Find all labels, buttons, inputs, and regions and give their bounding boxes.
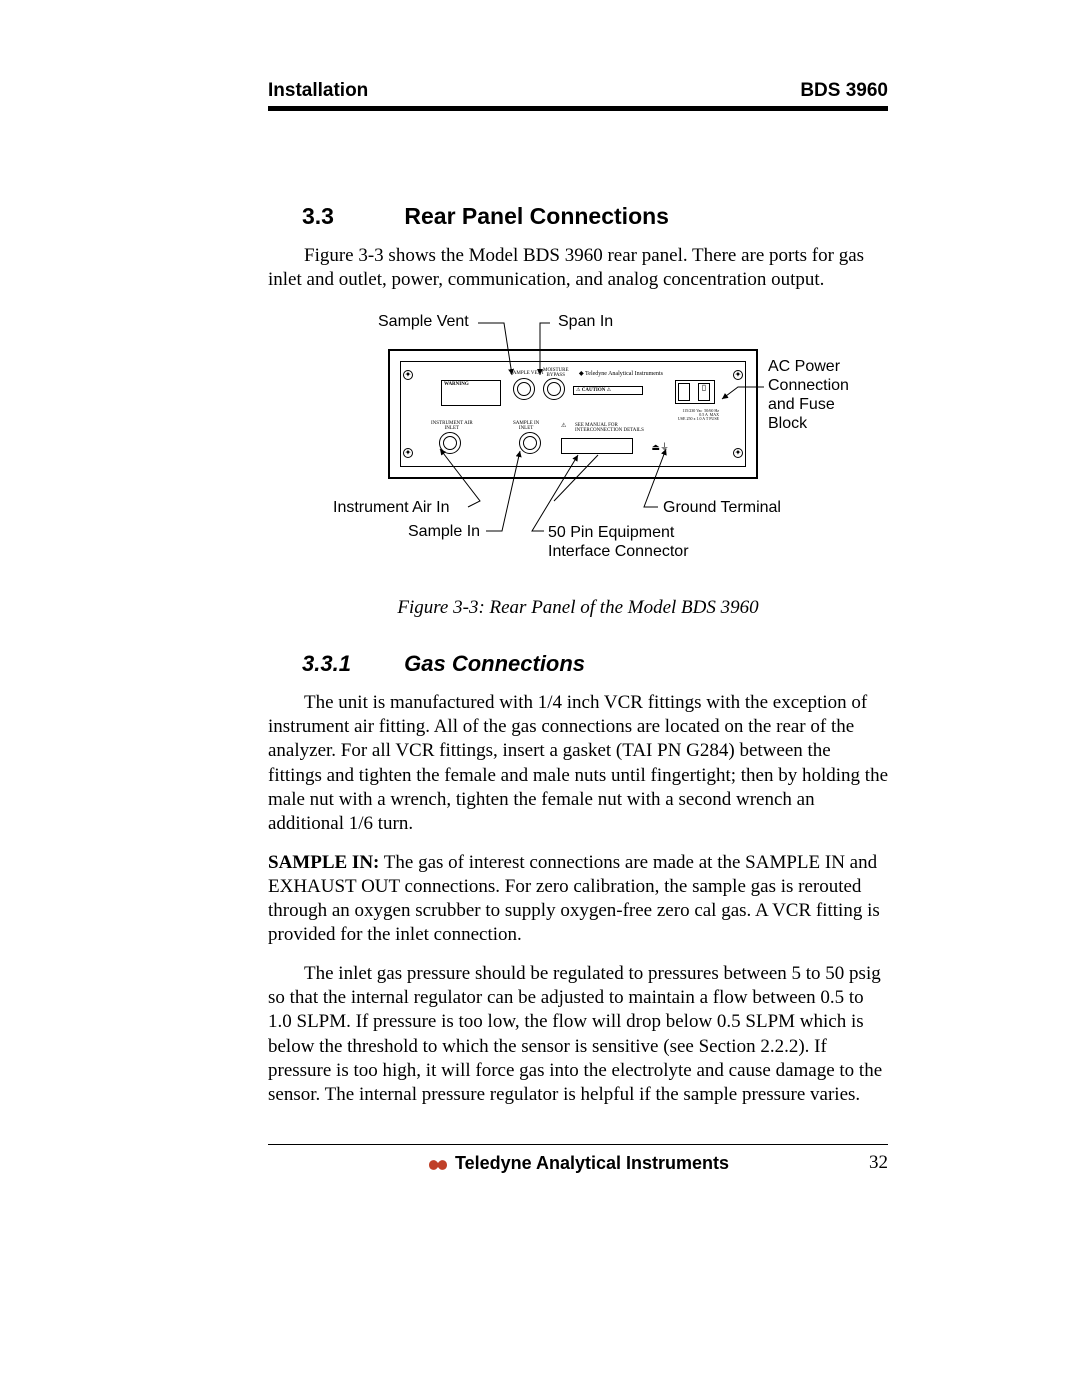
interface-connector [561, 438, 633, 454]
ground-icon: ⏏⏚ [649, 442, 671, 453]
label-sample-in: Sample In [408, 523, 480, 541]
brand-text: ◆ Teledyne Analytical Instruments [577, 370, 665, 378]
label-ground: Ground Terminal [663, 499, 781, 517]
logo-icon [427, 1157, 449, 1173]
subsection-number: 3.3.1 [302, 651, 398, 677]
gas-p1: The unit is manufactured with 1/4 inch V… [268, 691, 888, 837]
gas-p3: The inlet gas pressure should be regulat… [268, 962, 888, 1108]
section-title: Rear Panel Connections [404, 203, 669, 229]
sample-vent-port [513, 378, 535, 400]
sample-in-port [519, 432, 541, 454]
warning-text: WARNING [444, 382, 469, 387]
figure-3-3: Sample Vent Span In AC Power Connection … [268, 309, 888, 579]
running-header: Installation BDS 3960 [268, 80, 888, 104]
footer-company: Teledyne Analytical Instruments [455, 1153, 729, 1174]
power-module: ▯ [675, 380, 715, 404]
instr-air-port [439, 432, 461, 454]
gas-p2: SAMPLE IN: The gas of interest connectio… [268, 851, 888, 948]
page-number: 32 [869, 1152, 888, 1174]
bypass-tag: MOISTURE BYPASS [541, 367, 571, 379]
panel-inner: ✦ ✦ ✦ ✦ WARNING SAMPLE VENT MOISTURE BYP… [400, 361, 746, 467]
subsection-title: Gas Connections [404, 651, 585, 676]
label-interface: 50 Pin Equipment Interface Connector [548, 523, 689, 561]
bypass-port [543, 378, 565, 400]
screw-icon: ✦ [733, 448, 743, 458]
screw-icon: ✦ [403, 370, 413, 380]
header-rule [268, 106, 888, 111]
page: Installation BDS 3960 3.3 Rear Panel Con… [268, 80, 888, 1174]
footer: Teledyne Analytical Instruments 32 [268, 1153, 888, 1174]
label-span-in: Span In [558, 313, 613, 331]
section-heading: 3.3 Rear Panel Connections [302, 203, 888, 230]
instr-air-tag: INSTRUMENT AIR INLET [429, 420, 475, 432]
sample-in-lead: SAMPLE IN: [268, 852, 379, 873]
power-spec: 115/230 Vac 50/60 Hz 0.5 A MAX USE 250 x… [676, 408, 721, 422]
subsection-heading: 3.3.1 Gas Connections [302, 651, 888, 677]
screw-icon: ✦ [733, 370, 743, 380]
label-sample-vent: Sample Vent [378, 313, 469, 331]
caution-label: ⚠ CAUTION ⚠ [573, 386, 643, 395]
label-instrument-air: Instrument Air In [333, 499, 450, 517]
rear-panel: ✦ ✦ ✦ ✦ WARNING SAMPLE VENT MOISTURE BYP… [388, 349, 758, 479]
warning-label: WARNING [441, 380, 501, 406]
section-intro: Figure 3-3 shows the Model BDS 3960 rear… [268, 244, 888, 293]
label-ac-power: AC Power Connection and Fuse Block [768, 357, 849, 434]
screw-icon: ✦ [403, 448, 413, 458]
figure-caption: Figure 3-3: Rear Panel of the Model BDS … [268, 597, 888, 619]
manual-tag: SEE MANUAL FOR INTERCONNECTION DETAILS [573, 422, 646, 434]
header-left: Installation [268, 80, 368, 102]
header-right: BDS 3960 [800, 80, 888, 102]
section-number: 3.3 [302, 203, 398, 230]
warning-icon: ⚠ [559, 422, 568, 430]
sample-in-tag: SAMPLE IN INLET [511, 420, 541, 432]
footer-rule [268, 1144, 888, 1145]
